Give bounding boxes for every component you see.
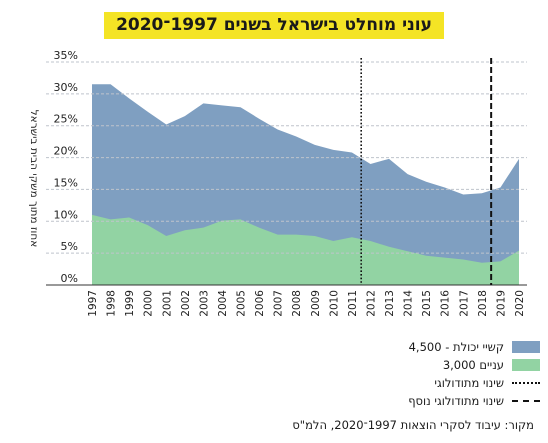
y-tick-label: 0%	[61, 272, 78, 285]
x-tick-label: 2001	[161, 290, 173, 317]
x-tick-label: 2016	[440, 290, 452, 317]
y-tick-label: 10%	[54, 208, 78, 221]
x-tick-label: 2017	[458, 290, 470, 317]
source-note: מקור: עיבוד לסקרי הוצאות 1997־2020, הלמ"…	[292, 418, 534, 432]
y-axis-label: אחוז מתוך משקי הבית בישראל	[28, 110, 40, 248]
x-tick-label: 2004	[217, 290, 229, 317]
x-tick-label: 2019	[495, 290, 507, 317]
legend-swatch-green	[512, 359, 540, 371]
x-tick-label: 2014	[403, 290, 415, 317]
y-tick-label: 20%	[54, 145, 78, 158]
x-tick-label: 2012	[365, 290, 377, 317]
y-tick-label: 25%	[54, 113, 78, 126]
x-tick-label: 1999	[124, 290, 136, 317]
y-tick-label: 5%	[61, 240, 78, 253]
legend-label-dashed: שינוי מתודולוגי נוסף	[408, 394, 504, 408]
x-tick-label: 2011	[347, 290, 359, 317]
x-tick-label: 2002	[180, 290, 192, 317]
x-tick-label: 1997	[87, 290, 99, 317]
area-chart: 0% 5% 10% 15% 20% 25% 30% 35% 1997 1998 1999 2000 20…	[28, 49, 527, 317]
legend-item-green: עניים 3,000	[330, 356, 540, 374]
x-tick-label: 2020	[514, 290, 526, 317]
x-tick-label: 2015	[421, 290, 433, 317]
legend-swatch-blue	[512, 341, 540, 353]
y-tick-label: 30%	[54, 81, 78, 94]
x-tick-label: 1998	[106, 290, 118, 317]
legend-label-green: עניים 3,000	[442, 358, 504, 372]
x-tick-label: 2006	[254, 290, 266, 317]
legend-label-blue: קשיי יכולת - 4,500	[408, 340, 504, 354]
y-tick-label: 15%	[54, 176, 78, 189]
legend-label-dotted: שינוי מתודולוגי	[434, 376, 504, 390]
area-green	[92, 214, 519, 285]
title-wrap: עוני מוחלט בישראל בשנים 1997־2020	[0, 12, 548, 39]
x-tick-label: 2010	[328, 290, 340, 317]
x-tick-label: 2005	[236, 290, 248, 317]
legend-swatch-dashed	[512, 400, 540, 402]
x-tick-label: 2018	[477, 290, 489, 317]
x-tick-label: 2009	[310, 290, 322, 317]
y-tick-label: 35%	[54, 49, 78, 62]
chart-title: עוני מוחלט בישראל בשנים 1997־2020	[104, 12, 444, 39]
x-tick-label: 2008	[291, 290, 303, 317]
x-tick-label: 2013	[384, 290, 396, 317]
legend: קשיי יכולת - 4,500 עניים 3,000 שינוי מתו…	[330, 338, 540, 410]
x-tick-label: 2000	[143, 290, 155, 317]
legend-item-dashed: שינוי מתודולוגי נוסף	[330, 392, 540, 410]
legend-swatch-dotted	[512, 382, 540, 384]
legend-item-dotted: שינוי מתודולוגי	[330, 374, 540, 392]
legend-item-blue: קשיי יכולת - 4,500	[330, 338, 540, 356]
x-tick-label: 2007	[273, 290, 285, 317]
x-tick-label: 2003	[198, 290, 210, 317]
